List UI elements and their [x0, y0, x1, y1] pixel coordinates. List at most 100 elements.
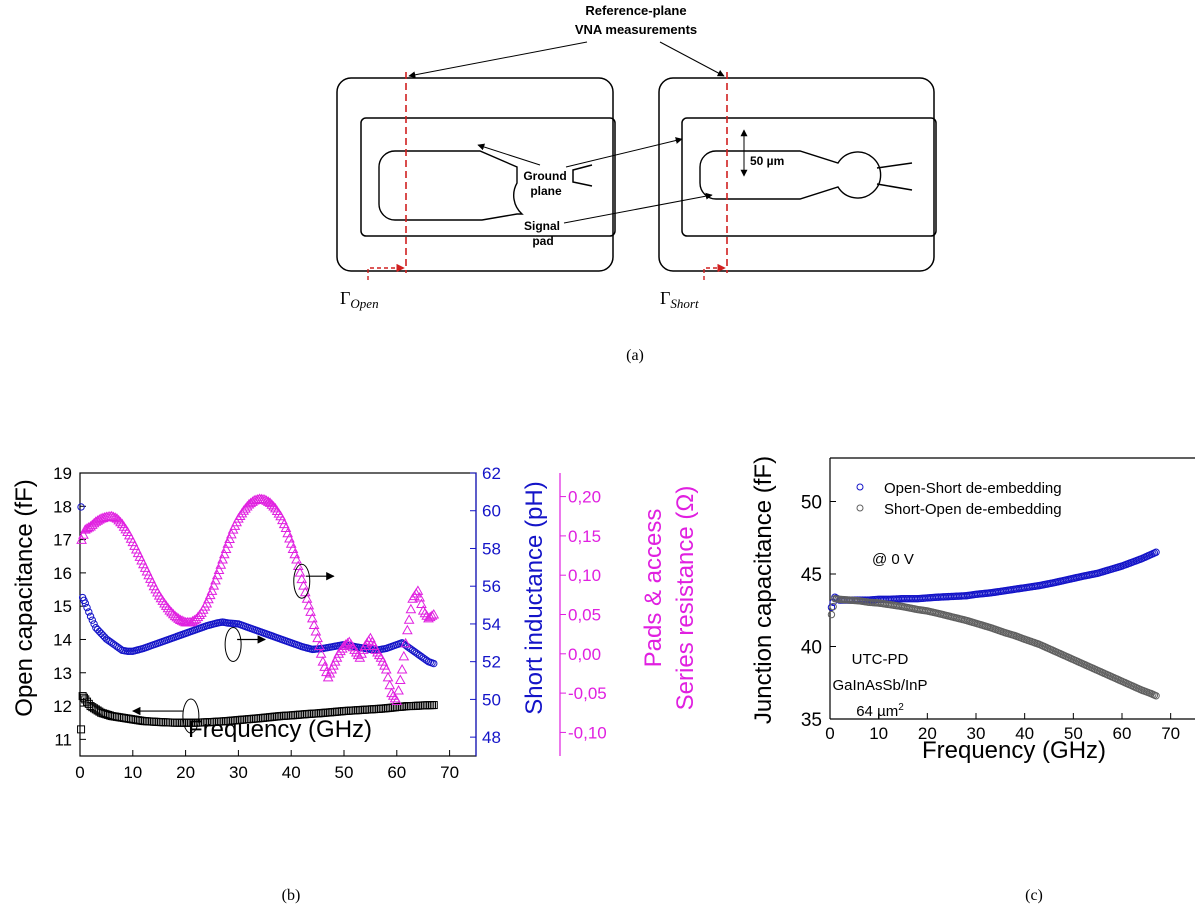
chart-b-point-blue [90, 620, 98, 628]
chart-b-blue-ytick-label: 54 [482, 615, 501, 634]
chart-b-blue-ytick-label: 60 [482, 502, 501, 521]
chart-b-mag-ytick-label: 0,00 [568, 645, 601, 664]
chart-b-left-ytick-label: 18 [53, 497, 72, 516]
chart-b-point-mag [314, 640, 325, 650]
chart-c-xtick-label: 50 [1064, 724, 1083, 743]
chart-b-point-mag [224, 533, 235, 544]
chart-b-left-ytick-label: 17 [53, 531, 72, 550]
signal-label-line2: pad [532, 234, 553, 248]
chart-b-point-blue [116, 645, 125, 653]
chart-b-blue-ytick-label: 52 [482, 653, 501, 672]
chart-c-point [1152, 692, 1160, 700]
open-ground-plane [360, 117, 616, 237]
chart-b-point-left [429, 701, 438, 710]
chart-b-point-mag [396, 664, 408, 674]
chart-b-point-mag [310, 626, 322, 636]
open-incident-arrow [367, 263, 405, 280]
chart-b-point-mag [426, 610, 438, 620]
chart-c-xlabel: Frequency (GHz) [922, 737, 1106, 764]
chart-b-point-mag [393, 684, 404, 695]
chart-b-point-mag [394, 674, 406, 685]
chart-b-mag-ytick-label: -0,05 [568, 684, 607, 703]
bias-annotation: @ 0 V [872, 551, 914, 568]
short-probe-top [876, 162, 913, 169]
chart-b-point-mag [306, 612, 318, 623]
chart-c-xtick-label: 60 [1113, 724, 1132, 743]
chart-b-xtick-label: 50 [335, 763, 354, 782]
legend-marker-short-open [856, 504, 864, 512]
chart-b-left-ytick-label: 15 [53, 597, 72, 616]
chart-b-blue-ylabel: Short inductance (pH) [521, 481, 548, 714]
chart-b-point-mag [189, 614, 200, 625]
chart-b-point-mag [405, 603, 417, 614]
chart-b-point-mag [291, 553, 302, 564]
open-probe-stub [572, 164, 593, 187]
chart-c-xtick-label: 70 [1161, 724, 1180, 743]
chart-b-point-mag [380, 664, 392, 674]
chart-b-point-mag [382, 671, 394, 682]
chart-b-mag-ytick-label: 0,20 [568, 488, 601, 507]
chart-b-mag-ylabel-line2: Series resistance (Ω) [672, 486, 699, 711]
pad-diagram: Reference-plane VNA measurements [336, 3, 937, 364]
ground-label-line1: Ground [523, 169, 566, 183]
chart-b-point-blue [95, 627, 104, 636]
chart-b-point-mag [308, 619, 320, 629]
chart-b-blue-ytick-label: 62 [482, 464, 501, 483]
chart-b-point-mag [115, 516, 126, 527]
chart-b-left-ytick-label: 12 [53, 697, 72, 716]
chart-b-left-ytick-label: 19 [53, 464, 72, 483]
chart-b-left-ytick-label: 14 [53, 630, 72, 649]
chart-b-point-blue [77, 503, 85, 511]
callout-arrows [408, 41, 748, 224]
short-incident-arrow [703, 263, 726, 280]
callout-arrow-ground-short [565, 137, 683, 168]
chart-b-point-mag [185, 616, 197, 627]
chart-b-xtick-label: 60 [387, 763, 406, 782]
legend-marker-open-short [856, 483, 864, 491]
diagram-title-line1: Reference-plane [585, 3, 686, 18]
chart-b-point-mag [210, 574, 221, 585]
chart-b-point-mag [85, 520, 96, 531]
chart-b-xtick-label: 40 [282, 763, 301, 782]
open-signal-pad [378, 150, 524, 221]
chart-b-mag-ytick-label: 0,15 [568, 527, 601, 546]
chart-b-point-mag [424, 611, 436, 622]
chart-b-point-mag [226, 528, 237, 539]
chart-b-point-mag [76, 534, 87, 544]
chart-b-point-mag [213, 564, 225, 574]
chart-b-point-mag [391, 695, 403, 705]
chart-b-point-mag [206, 585, 218, 595]
chart-b-mag-ylabel-line1: Pads & access [640, 509, 667, 668]
diagram-title-line2: VNA measurements [575, 22, 697, 37]
chart-c-ytick-label: 50 [801, 493, 822, 514]
chart-c-plot-area: 0 10 20 30 40 50 60 70 35 40 45 50 [801, 457, 1195, 743]
chart-c-ylabel: Junction capacitance (fF) [750, 456, 777, 724]
chart-b-point-mag [92, 515, 103, 525]
device-annotation-line3: 64 µm2 [856, 702, 904, 720]
chart-b-xtick-label: 30 [229, 763, 248, 782]
short-probe-bottom [876, 183, 913, 191]
chart-c-ytick-label: 35 [801, 710, 822, 731]
chart-b-series-blue [77, 503, 438, 668]
chart-b-point-mag [398, 650, 410, 661]
chart-b-xtick-label: 0 [75, 763, 84, 782]
chart-b-left-ytick-label: 13 [53, 664, 72, 683]
chart-c-ytick-label: 45 [801, 565, 822, 586]
chart-c-legend: Open-Short de-embedding Short-Open de-em… [856, 480, 1062, 518]
chart-b-left-ytick-label: 11 [54, 730, 72, 749]
chart-b-point-blue [99, 631, 107, 639]
chart-b-point-blue [81, 599, 89, 607]
chart-b-point-mag [268, 501, 279, 511]
chart-b-point-mag [414, 591, 426, 602]
chart-b-series-mag [76, 493, 440, 705]
chart-b-point-mag [220, 543, 232, 553]
chart-b-xlabel: Frequency (GHz) [188, 716, 372, 743]
caption-b: (b) [282, 887, 301, 904]
dimension-label: 50 µm [750, 154, 784, 168]
chart-b-point-mag [292, 560, 304, 571]
chart-b-point-mag [166, 606, 177, 617]
chart-b-blue-ytick-label: 56 [482, 577, 501, 596]
chart-b-point-mag [428, 608, 440, 619]
chart-b-blue-ytick-label: 50 [482, 690, 501, 709]
